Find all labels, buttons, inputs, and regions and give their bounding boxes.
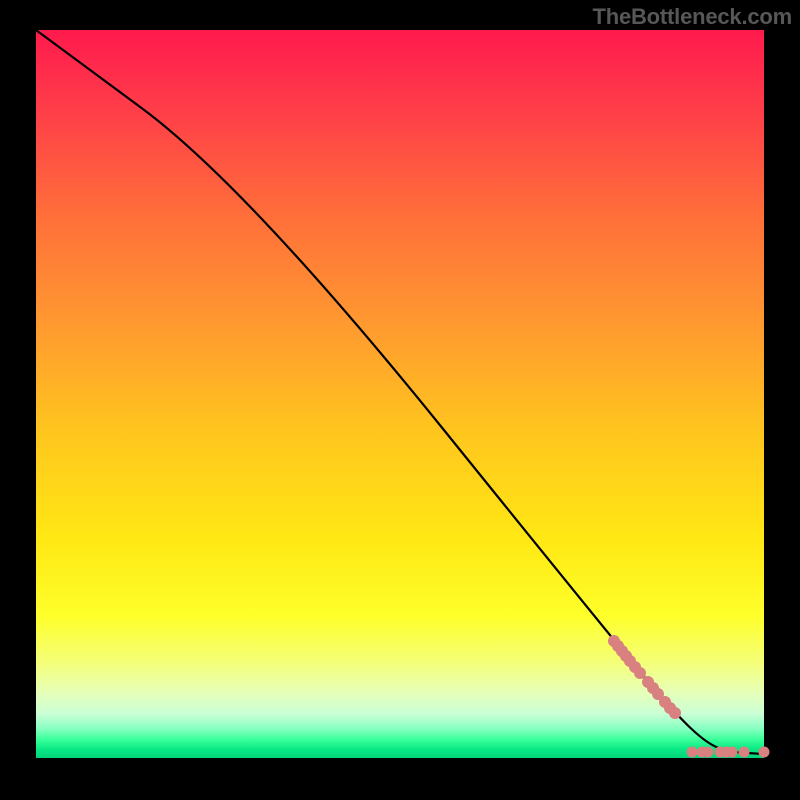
data-marker [703, 747, 713, 757]
plot-background [36, 30, 764, 758]
data-marker [687, 747, 697, 757]
watermark-text: TheBottleneck.com [592, 4, 792, 30]
data-marker [759, 747, 769, 757]
data-marker [727, 747, 737, 757]
data-marker [670, 708, 681, 719]
chart-svg [0, 0, 800, 800]
data-marker [739, 747, 749, 757]
data-marker [635, 668, 646, 679]
chart-container: TheBottleneck.com [0, 0, 800, 800]
